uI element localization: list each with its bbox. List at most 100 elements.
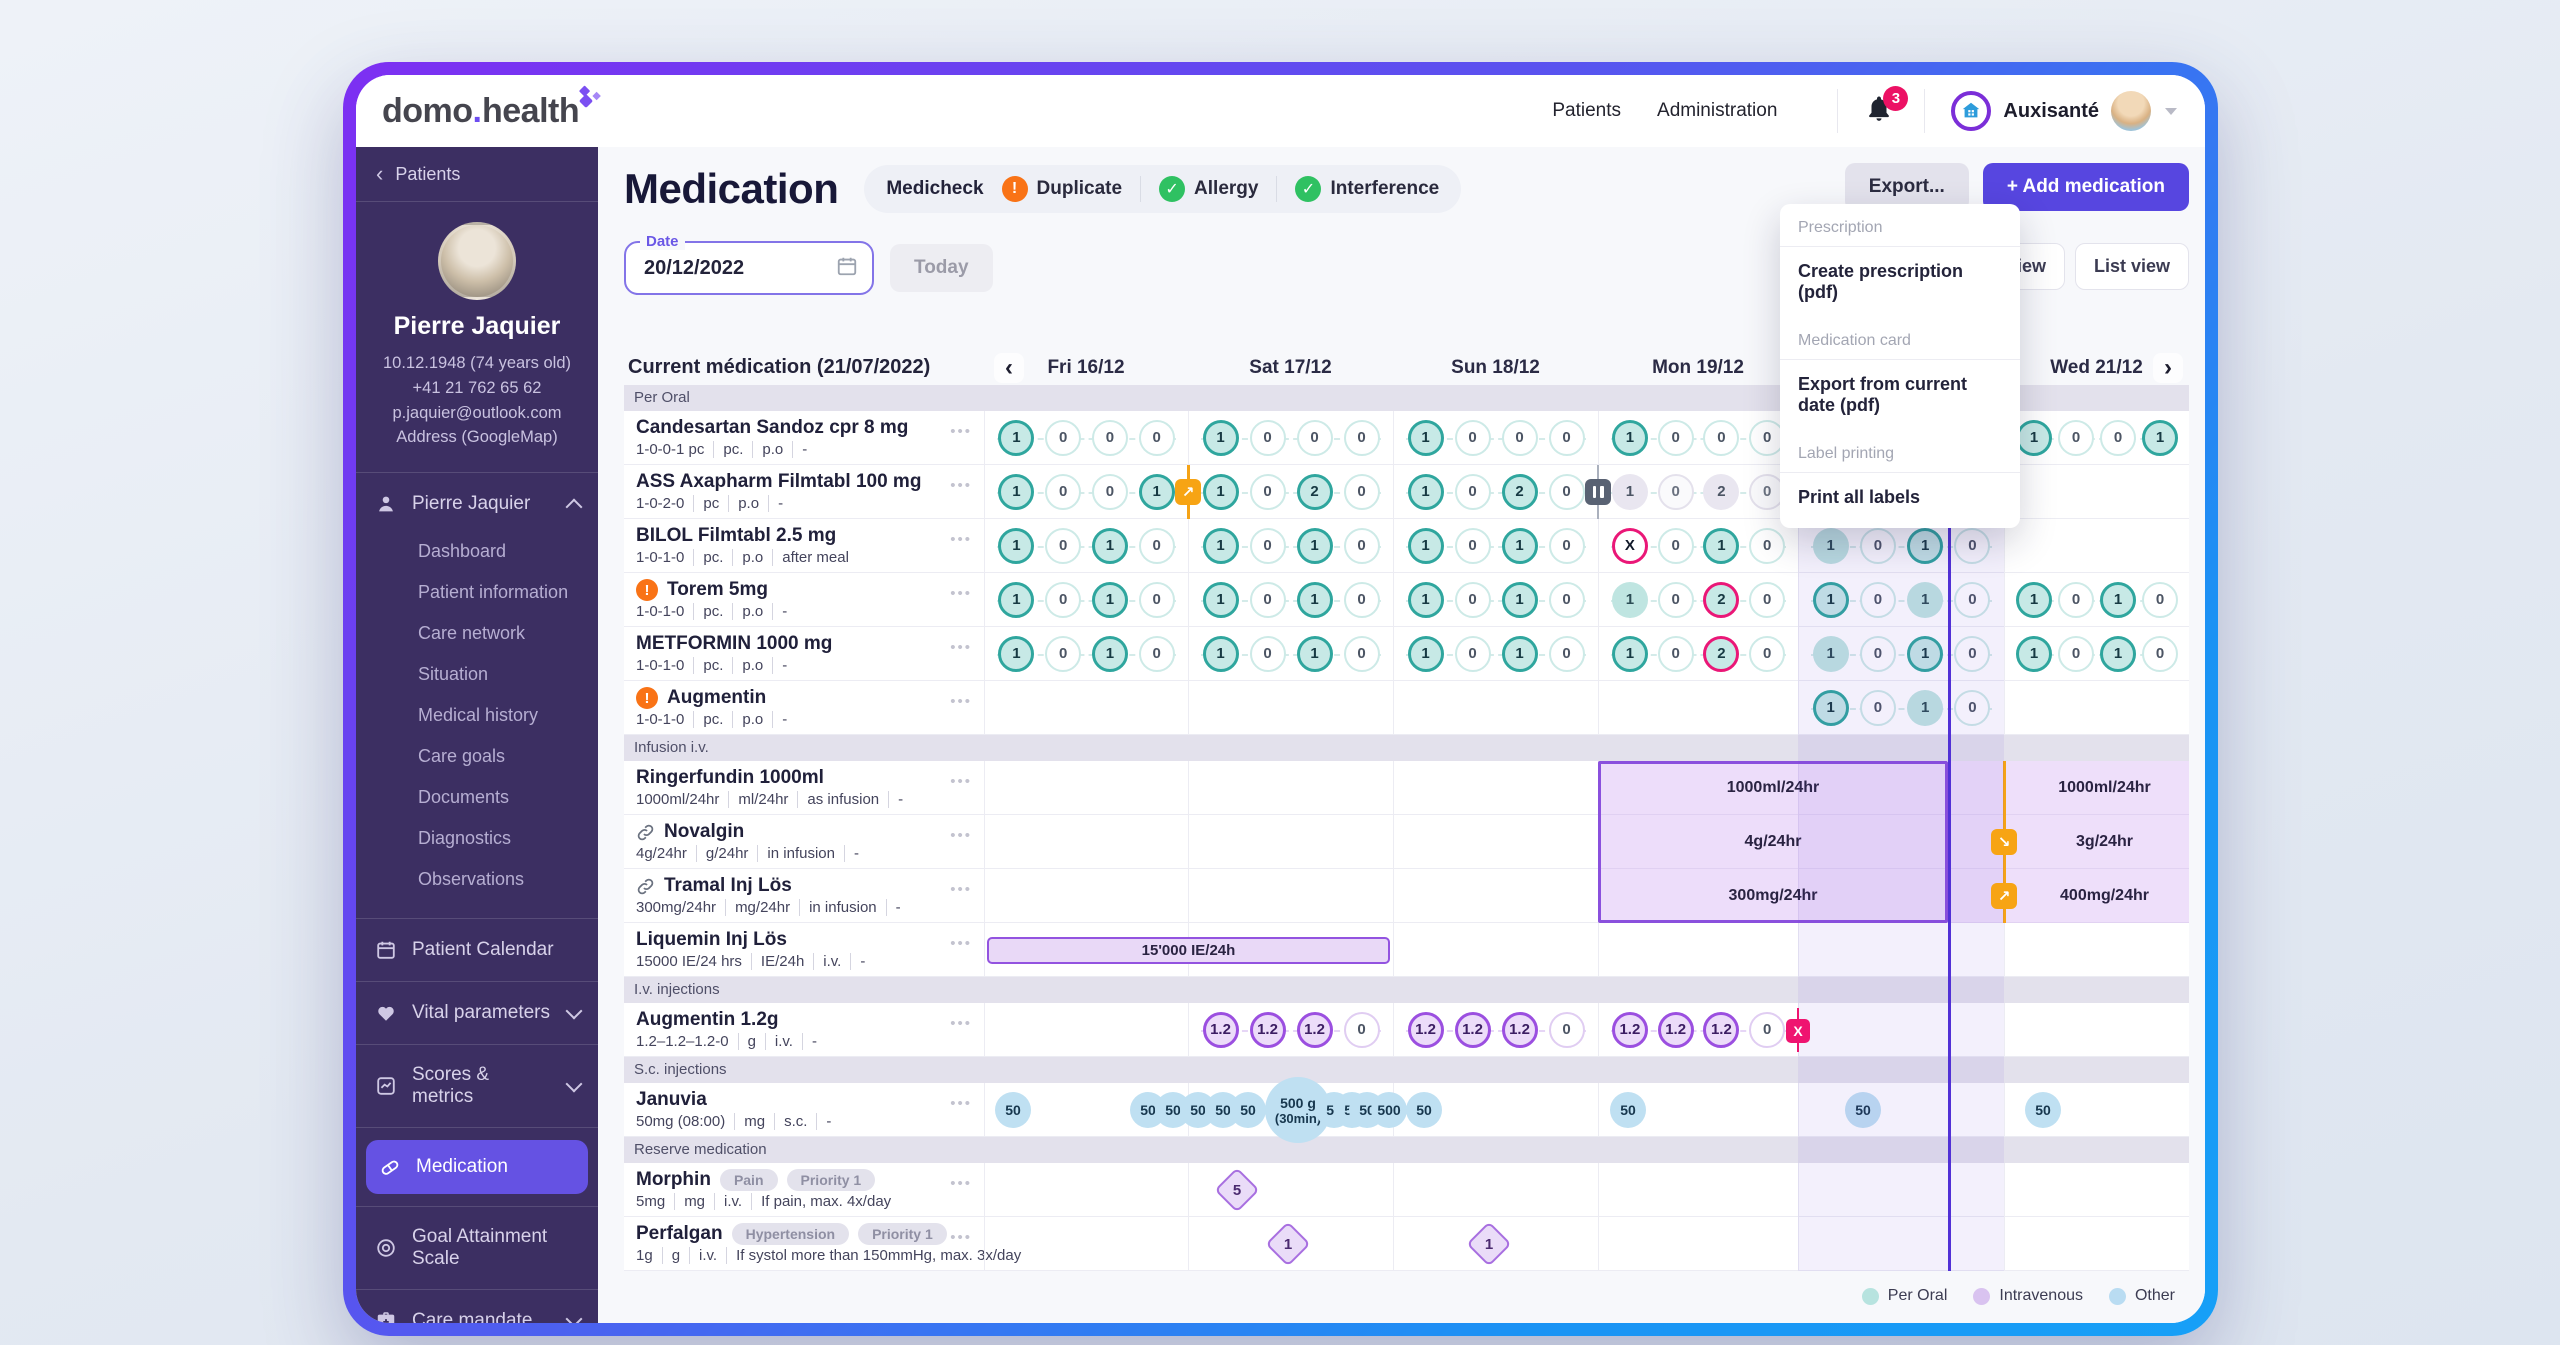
dose-circle[interactable]: 0 bbox=[1548, 419, 1585, 456]
menu-item-create-prescription-pdf-[interactable]: Create prescription (pdf) bbox=[1798, 261, 1964, 302]
dose-circle[interactable]: 2 bbox=[1703, 473, 1740, 510]
dose-circle[interactable]: 0 bbox=[2100, 419, 2136, 456]
dose-circle[interactable]: 2 bbox=[1703, 581, 1740, 618]
dose-circle[interactable]: 0 bbox=[1045, 527, 1082, 564]
dose-circle[interactable]: 0 bbox=[1249, 473, 1286, 510]
dose-circle[interactable]: 1 bbox=[1407, 581, 1444, 618]
org-menu[interactable]: Auxisanté bbox=[1951, 91, 2177, 131]
row-menu-button[interactable]: ••• bbox=[950, 423, 972, 440]
row-menu-button[interactable]: ••• bbox=[950, 585, 972, 602]
row-menu-button[interactable]: ••• bbox=[950, 881, 972, 898]
dose-circle[interactable]: 0 bbox=[1749, 527, 1786, 564]
dose-circle[interactable]: 0 bbox=[1249, 527, 1286, 564]
dose-circle[interactable]: 1 bbox=[1296, 527, 1333, 564]
dose-circle[interactable]: 0 bbox=[1138, 635, 1175, 672]
sidebar-item-goal-attainment-scale[interactable]: Goal Attainment Scale bbox=[356, 1211, 598, 1285]
dose-circle[interactable]: 0 bbox=[1091, 419, 1128, 456]
sidebar-item-vital-parameters[interactable]: Vital parameters bbox=[356, 986, 598, 1040]
dose-circle[interactable]: 0 bbox=[1045, 419, 1082, 456]
dose-circle[interactable]: 1 bbox=[998, 581, 1035, 618]
dose-circle[interactable]: 0 bbox=[2142, 635, 2178, 672]
row-menu-button[interactable]: ••• bbox=[950, 477, 972, 494]
dose-circle[interactable]: 1.2 bbox=[1249, 1011, 1286, 1048]
sidebar-item-care-mandate[interactable]: Care mandate bbox=[356, 1294, 598, 1323]
patient-address-link[interactable]: Address (GoogleMap) bbox=[396, 428, 558, 447]
sidebar-subitem-situation[interactable]: Situation bbox=[418, 664, 489, 684]
dose-circle[interactable]: 0 bbox=[1343, 419, 1380, 456]
sidebar-item-pierre-jaquier[interactable]: Pierre Jaquier bbox=[356, 477, 598, 531]
row-menu-button[interactable]: ••• bbox=[950, 693, 972, 710]
dose-circle[interactable]: 1 bbox=[1907, 635, 1944, 672]
dose-circle[interactable]: 1 bbox=[1091, 527, 1128, 564]
dose-circle[interactable]: 0 bbox=[2142, 581, 2178, 618]
dose-change-up-icon[interactable]: ↗ bbox=[1175, 479, 1201, 505]
dose-change-up-icon[interactable]: ↗ bbox=[1991, 883, 2017, 909]
dose-circle[interactable]: 1 bbox=[1296, 635, 1333, 672]
dose-circle[interactable]: 0 bbox=[1657, 473, 1694, 510]
dose-circle[interactable]: 1 bbox=[1812, 689, 1849, 726]
dose-circle[interactable]: 0 bbox=[1657, 419, 1694, 456]
dose-circle[interactable]: 0 bbox=[1548, 581, 1585, 618]
dose-circle[interactable]: 0 bbox=[1045, 581, 1082, 618]
dose-circle[interactable]: 1 bbox=[2016, 581, 2052, 618]
dose-circle[interactable]: 1 bbox=[2100, 635, 2136, 672]
pause-icon[interactable] bbox=[1585, 479, 1611, 505]
dose-circle[interactable]: 1 bbox=[1501, 527, 1538, 564]
dose-circle[interactable]: 0 bbox=[1249, 419, 1286, 456]
dose-circle[interactable]: 0 bbox=[1548, 527, 1585, 564]
dose-circle[interactable]: 2 bbox=[1501, 473, 1538, 510]
dose-circle[interactable]: 0 bbox=[1954, 581, 1991, 618]
dose-circle[interactable]: 1.2 bbox=[1296, 1011, 1333, 1048]
dose-circle[interactable]: 0 bbox=[1343, 527, 1380, 564]
sc-dose-circle[interactable]: 50 bbox=[1406, 1092, 1442, 1128]
dose-circle[interactable]: 1 bbox=[1202, 635, 1239, 672]
row-menu-button[interactable]: ••• bbox=[950, 531, 972, 548]
dose-circle[interactable]: 0 bbox=[1454, 581, 1491, 618]
dose-circle[interactable]: 1 bbox=[1812, 635, 1849, 672]
dose-circle[interactable]: 0 bbox=[1548, 635, 1585, 672]
dose-circle[interactable]: 0 bbox=[1454, 419, 1491, 456]
dose-circle[interactable]: 0 bbox=[1954, 527, 1991, 564]
dose-circle[interactable]: 0 bbox=[1657, 527, 1694, 564]
dose-circle[interactable]: 0 bbox=[1859, 689, 1896, 726]
dose-circle[interactable]: 0 bbox=[1138, 581, 1175, 618]
sc-dose-circle[interactable]: 500 bbox=[1371, 1092, 1407, 1128]
dose-circle[interactable]: 1 bbox=[2142, 419, 2178, 456]
dose-circle[interactable]: 0 bbox=[2058, 419, 2094, 456]
patient-email[interactable]: p.jaquier@outlook.com bbox=[392, 403, 562, 422]
dose-circle[interactable]: 0 bbox=[1249, 581, 1286, 618]
sidebar-subitem-diagnostics[interactable]: Diagnostics bbox=[418, 828, 512, 848]
dose-circle[interactable]: 0 bbox=[1954, 689, 1991, 726]
dose-circle[interactable]: 0 bbox=[1548, 473, 1585, 510]
dose-circle[interactable]: 0 bbox=[1138, 527, 1175, 564]
date-input[interactable]: Date 20/12/2022 bbox=[624, 233, 874, 295]
top-nav-administration[interactable]: Administration bbox=[1657, 100, 1778, 121]
row-menu-button[interactable]: ••• bbox=[950, 639, 972, 656]
dose-circle[interactable]: 0 bbox=[1657, 581, 1694, 618]
dose-circle[interactable]: 0 bbox=[1454, 635, 1491, 672]
reserve-dose-diamond[interactable]: 1 bbox=[1466, 1221, 1512, 1267]
dose-circle[interactable]: 0 bbox=[1343, 635, 1380, 672]
sidebar-subitem-dashboard[interactable]: Dashboard bbox=[418, 541, 507, 561]
dose-circle[interactable]: 1 bbox=[1812, 581, 1849, 618]
row-menu-button[interactable]: ••• bbox=[950, 935, 972, 952]
dose-circle[interactable]: 1 bbox=[998, 635, 1035, 672]
sc-dose-circle-large[interactable]: 500 g (30min) bbox=[1265, 1077, 1331, 1143]
dose-circle[interactable]: 1.2 bbox=[1703, 1011, 1740, 1048]
dose-circle[interactable]: 0 bbox=[1859, 527, 1896, 564]
menu-item-export-from-current-date-pdf-[interactable]: Export from current date (pdf) bbox=[1798, 374, 1968, 415]
dose-circle[interactable]: 1 bbox=[1296, 581, 1333, 618]
notifications-button[interactable]: 3 bbox=[1864, 86, 1909, 128]
list-view-button[interactable]: List view bbox=[2074, 243, 2189, 290]
sidebar-subitem-care-goals[interactable]: Care goals bbox=[418, 746, 506, 766]
app-logo[interactable]: domo. health bbox=[382, 92, 594, 131]
dose-circle[interactable]: 1 bbox=[1611, 473, 1648, 510]
dose-circle[interactable]: 1.2 bbox=[1501, 1011, 1538, 1048]
calendar-icon[interactable] bbox=[836, 255, 858, 282]
dose-circle[interactable]: 1 bbox=[1407, 419, 1444, 456]
dose-circle[interactable]: 0 bbox=[1859, 635, 1896, 672]
dose-circle[interactable]: 1 bbox=[2100, 581, 2136, 618]
dose-circle[interactable]: 1 bbox=[1611, 419, 1648, 456]
row-menu-button[interactable]: ••• bbox=[950, 1015, 972, 1032]
dose-circle[interactable]: 1.2 bbox=[1454, 1011, 1491, 1048]
